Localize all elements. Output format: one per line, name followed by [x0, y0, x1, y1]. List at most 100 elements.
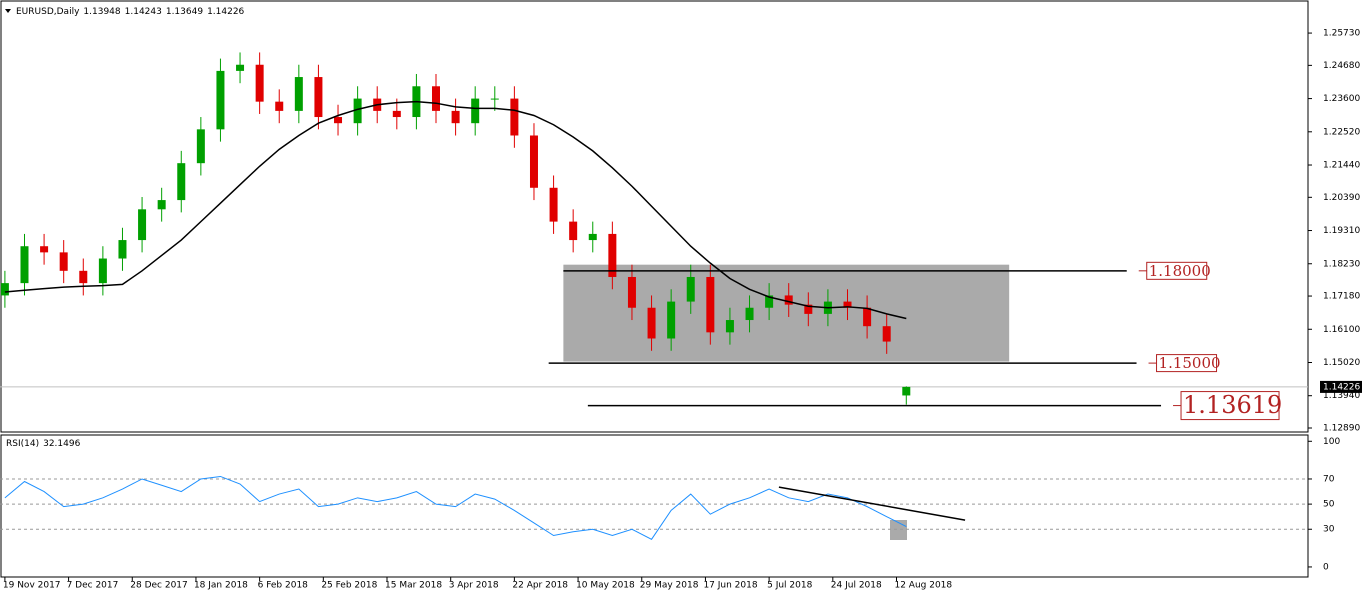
current-price-label: 1.14226: [1323, 382, 1360, 392]
candle-body: [392, 110, 401, 118]
candle-body: [667, 301, 676, 339]
y-tick-label: 1.13940: [1323, 391, 1360, 401]
candle-body: [706, 276, 715, 333]
x-tick-label: 22 Apr 2018: [512, 581, 568, 591]
candle-body: [765, 295, 774, 308]
x-tick-label: 17 Jun 2018: [703, 581, 757, 591]
y-tick-label: 1.16100: [1323, 325, 1360, 335]
candle-body: [59, 252, 68, 271]
candle-body: [79, 270, 88, 284]
x-tick-label: 29 May 2018: [640, 581, 699, 591]
main-frame: [0, 0, 1309, 433]
y-tick-label: 100: [1323, 437, 1340, 447]
y-tick-label: 1.24680: [1323, 61, 1360, 71]
symbol: EURUSD,Daily: [16, 7, 80, 17]
candle-body: [353, 98, 362, 124]
x-tick-label: 10 May 2018: [576, 581, 635, 591]
candle-body: [432, 86, 440, 111]
x-tick-label: 5 Jul 2018: [767, 581, 812, 591]
header-value: 1.13948: [83, 7, 120, 17]
rsi-frame: [0, 434, 1309, 578]
y-tick-label: 1.21440: [1323, 161, 1360, 171]
candle-body: [627, 276, 636, 308]
candle-body: [177, 163, 186, 201]
candle-body: [902, 386, 911, 396]
level-label-box: [1180, 391, 1280, 421]
candle-body: [216, 70, 225, 130]
rsi-title: RSI(14): [6, 439, 39, 449]
candle-body: [196, 129, 205, 164]
y-tick-label: 1.20390: [1323, 193, 1360, 203]
candle-body: [334, 117, 343, 124]
candle-body: [451, 110, 460, 124]
rsi-header: RSI(14) 32.1496: [6, 439, 81, 449]
candle-body: [588, 233, 597, 241]
x-tick-label: 24 Jul 2018: [831, 581, 882, 591]
y-tick-label: 30: [1323, 525, 1335, 535]
x-tick-label: 19 Nov 2017: [3, 581, 61, 591]
x-tick-label: 12 Aug 2018: [894, 581, 952, 591]
x-tick-label: 15 Mar 2018: [385, 581, 442, 591]
x-tick-label: 18 Jan 2018: [194, 581, 248, 591]
candle-body: [20, 246, 29, 284]
rsi-value: 32.1496: [43, 439, 80, 449]
range-zone: [563, 264, 1010, 362]
candle-body: [686, 276, 695, 302]
y-tick-label: 70: [1323, 474, 1335, 484]
candle-body: [275, 101, 284, 111]
x-tick-label: 7 Dec 2017: [67, 581, 119, 591]
candle-body: [843, 301, 852, 308]
candle-body: [138, 209, 147, 241]
candle-body: [863, 307, 872, 327]
header-value: 1.14243: [125, 7, 162, 17]
y-tick-label: 0: [1323, 562, 1329, 572]
rsi-line: [4, 475, 907, 540]
y-tick-label: 1.12890: [1323, 424, 1360, 434]
candle-body: [471, 98, 480, 124]
candle-body: [725, 320, 734, 333]
level-label: 1.18000: [1149, 262, 1211, 280]
candle-body: [882, 326, 891, 342]
level-label: 1.15000: [1159, 354, 1221, 372]
candle-body: [569, 221, 578, 241]
menu-arrow: [5, 9, 11, 13]
x-tick-label: 3 Apr 2018: [449, 581, 499, 591]
y-tick-label: 50: [1323, 500, 1335, 510]
candle-body: [98, 258, 107, 284]
x-tick-label: 25 Feb 2018: [321, 581, 377, 591]
y-tick-label: 1.19310: [1323, 226, 1360, 236]
candle-body: [236, 64, 245, 71]
candle-body: [314, 77, 323, 118]
candle-body: [549, 187, 558, 222]
candle-body: [608, 233, 617, 277]
candle-body: [490, 98, 499, 100]
candle-body: [784, 295, 793, 305]
y-tick-label: 1.18230: [1323, 259, 1360, 269]
candle-body: [804, 304, 813, 314]
candle-body: [157, 200, 166, 210]
level-label: 1.13619: [1183, 391, 1282, 419]
y-tick-label: 1.22520: [1323, 127, 1360, 137]
moving-average: [4, 100, 907, 320]
y-tick-label: 1.25730: [1323, 29, 1360, 39]
candle-body: [255, 64, 264, 102]
candle-body: [40, 246, 49, 253]
candle-body: [0, 283, 9, 296]
x-tick-label: 6 Feb 2018: [258, 581, 309, 591]
candle-body: [529, 135, 538, 188]
x-tick-label: 28 Dec 2017: [130, 581, 188, 591]
trendline: [778, 486, 966, 521]
candle-body: [510, 98, 519, 136]
current-price-box: [1320, 380, 1362, 393]
y-tick-label: 1.15020: [1323, 358, 1360, 368]
chart-header: EURUSD,Daily 1.13948 1.14243 1.13649 1.14226: [16, 7, 245, 17]
candle-body: [294, 77, 303, 111]
y-tick-label: 1.17180: [1323, 292, 1360, 302]
candle-body: [745, 307, 754, 321]
candle-body: [118, 240, 127, 259]
header-value: 1.14226: [207, 7, 244, 17]
candle-body: [647, 307, 656, 339]
header-value: 1.13649: [166, 7, 203, 17]
y-tick-label: 1.23600: [1323, 94, 1360, 104]
